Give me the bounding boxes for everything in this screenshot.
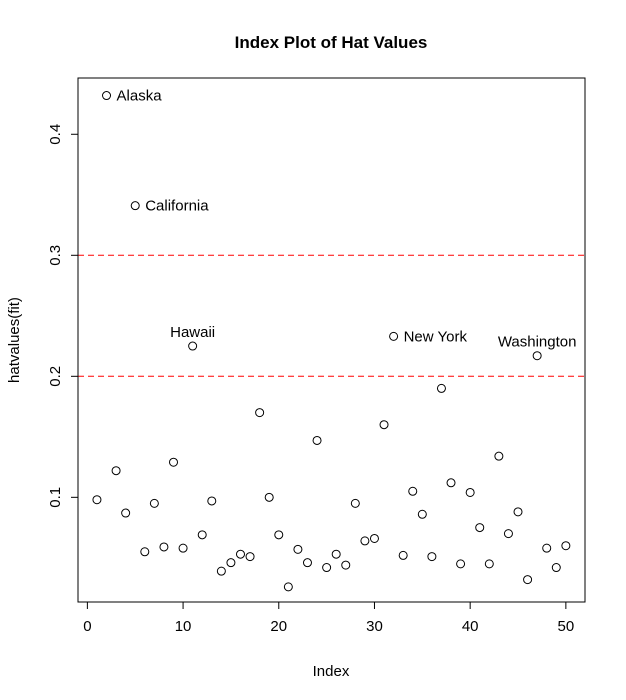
y-tick-label: 0.2 [47,366,64,387]
y-tick-label: 0.4 [47,124,64,145]
data-point [436,383,446,393]
y-axis-label: hatvalues(fit) [6,297,23,383]
data-point [341,560,351,570]
data-point [264,492,274,502]
data-point [121,508,131,518]
annotation-label: New York [404,328,468,345]
data-point [484,559,494,569]
annotation-label: Alaska [117,88,163,105]
data-point [293,544,303,554]
x-tick-label: 40 [462,618,479,635]
data-point [417,509,427,519]
data-point [226,558,236,568]
data-point [159,542,169,552]
data-point [283,582,293,592]
data-point [255,408,265,418]
data-point [446,478,456,488]
data-point [102,91,112,101]
data-point [169,457,179,467]
annotation-label: California [145,198,209,215]
data-point [369,533,379,543]
x-tick-label: 10 [175,618,192,635]
data-point [561,541,571,551]
data-point [360,536,370,546]
y-tick-label: 0.3 [47,245,64,266]
data-point [245,552,255,562]
data-point [350,498,360,508]
data-point [92,495,102,505]
data-point [188,341,198,351]
data-point [427,552,437,562]
data-point [197,530,207,540]
data-point [235,549,245,559]
data-point [331,549,341,559]
point-annotations: Alaska California Hawaii New York Washington [117,88,577,351]
data-point [465,487,475,497]
x-tick-label: 20 [270,618,287,635]
data-point [274,530,284,540]
data-point [216,566,226,576]
annotation-label: Washington [498,334,577,351]
x-axis-label: Index [313,663,350,680]
data-point [408,486,418,496]
chart-title: Index Plot of Hat Values [235,33,428,52]
annotation-label: Hawaii [170,324,215,341]
y-axis: 0.1 0.2 0.3 0.4 [47,124,79,508]
data-point [513,507,523,517]
data-point [398,550,408,560]
data-point [389,331,399,341]
data-point [494,451,504,461]
data-point [456,559,466,569]
reference-lines [78,254,585,377]
x-tick-label: 0 [83,618,91,635]
data-point [475,523,485,533]
data-point [149,498,159,508]
x-tick-label: 30 [366,618,383,635]
x-axis: 0 10 20 30 40 50 [83,601,575,635]
data-point [551,563,561,573]
data-point [532,351,542,361]
data-point [322,563,332,573]
data-point [207,496,217,506]
data-point [542,543,552,553]
data-point [379,420,389,430]
y-tick-label: 0.1 [47,487,64,508]
data-point [111,466,121,476]
data-point [302,558,312,568]
data-point [140,547,150,557]
data-point [130,201,140,211]
data-point [312,435,322,445]
data-points [92,91,571,592]
data-point [178,543,188,553]
data-point [503,529,513,539]
x-tick-label: 50 [558,618,575,635]
data-point [523,575,533,585]
